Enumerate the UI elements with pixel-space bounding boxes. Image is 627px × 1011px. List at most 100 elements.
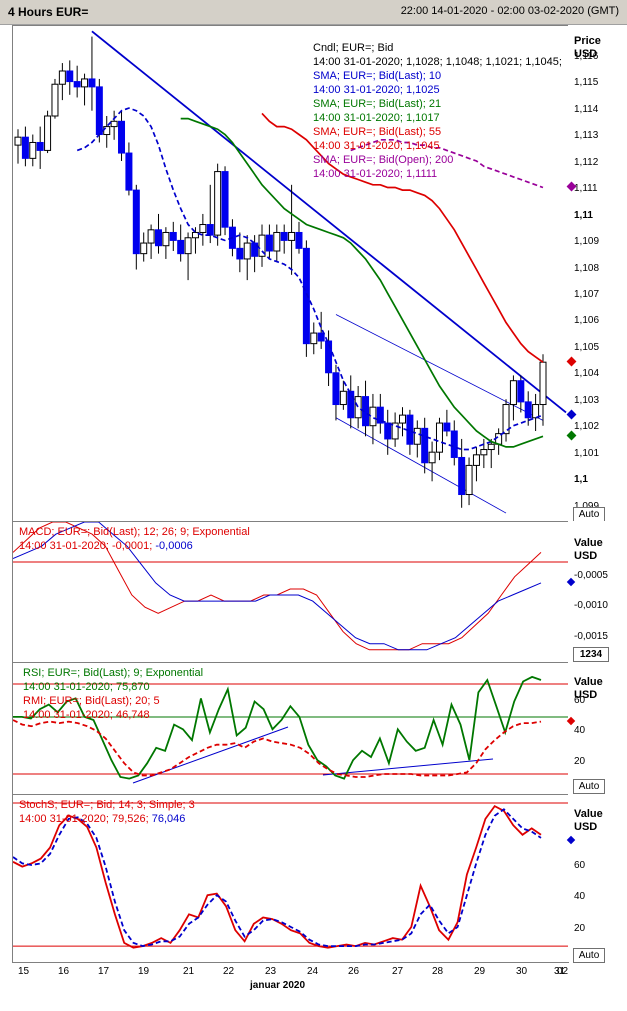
rsi-chart-svg[interactable] (13, 663, 568, 794)
macd-panel[interactable]: MACD; EUR=; Bid(Last); 12; 26; 9; Expone… (12, 521, 569, 663)
legend-line-9: 14:00 31-01-2020; 1,1111 (313, 168, 438, 180)
price-tick: 1,108 (574, 262, 600, 274)
time-tick: 17 (98, 966, 110, 977)
time-tick: 19 (138, 966, 150, 977)
rsi-legend-title: RSI; EUR=; Bid(Last); 9; Exponential (23, 667, 204, 679)
rsi-tick: 60 (574, 694, 586, 706)
channel-lower-line (335, 417, 507, 514)
candle-up (273, 231, 281, 252)
candle-down (66, 70, 74, 83)
price-tick: 1,105 (574, 341, 600, 353)
candle-down (169, 231, 177, 241)
candle-down (384, 422, 392, 440)
rsi-panel[interactable]: RSI; EUR=; Bid(Last); 9; Exponential 14:… (12, 662, 569, 795)
candle-up (243, 242, 251, 260)
price-tick: 1,107 (574, 289, 600, 300)
candle-up (413, 427, 421, 445)
macd-tick: -0,0010 (574, 600, 608, 612)
legend-line-0: Cndl; EUR=; Bid (313, 42, 394, 54)
price-tick: 1,111 (574, 183, 598, 195)
candle-up (487, 443, 495, 451)
legend-line-1: 14:00 31-01-2020; 1,1028; 1,1048; 1,1021… (313, 56, 562, 68)
stoch-d-value: 76,046 (151, 813, 186, 825)
rmi-line (13, 719, 542, 778)
time-tick: 27 (392, 966, 404, 977)
candle-up (214, 171, 222, 236)
rsi-axis[interactable]: Value USD 60 40 20 Auto (566, 662, 627, 794)
candle-down (517, 380, 525, 403)
candle-down (125, 152, 133, 191)
candle-up (532, 404, 540, 419)
candle-up (399, 414, 407, 424)
candle-down (154, 229, 162, 247)
price-tick: 1,112 (574, 156, 599, 168)
candle-up (147, 229, 155, 244)
price-tick: 1,113 (574, 130, 599, 142)
candle-up (162, 231, 170, 247)
price-axis[interactable]: Price USD 1,116 1,115 1,114 1,113 1,112 1,111 1… (566, 25, 627, 522)
price-chart-svg[interactable] (13, 26, 568, 521)
candle-down (458, 456, 466, 496)
price-tick: 1,099 (574, 501, 599, 512)
candle-up (51, 83, 59, 117)
candle-down (36, 141, 44, 151)
price-tick: 1,104 (574, 368, 600, 380)
candle-up (539, 361, 547, 406)
candle-up (354, 396, 362, 419)
stoch-chart-svg[interactable] (13, 795, 568, 962)
price-panel[interactable]: Cndl; EUR=; Bid 14:00 31-01-2020; 1,1028… (12, 25, 569, 522)
stoch-k-value: 14:00 31-01-2020; 79,526; (19, 813, 152, 825)
macd-scale-box[interactable]: 1234 (573, 647, 609, 662)
time-tick: 16 (58, 966, 70, 977)
macd-axis-title: Value USD (574, 537, 603, 562)
candle-up (428, 451, 436, 464)
stoch-axis[interactable]: Value USD 60 40 20 Auto (566, 794, 627, 963)
stoch-auto-scale-button[interactable]: Auto (573, 948, 605, 963)
candle-up (472, 454, 480, 466)
downtrend-line (91, 30, 567, 414)
price-axis-title: Price USD (574, 35, 601, 60)
candle-down (450, 430, 458, 458)
candle-down (236, 247, 244, 260)
rmi-end-marker (566, 716, 576, 726)
candle-up (258, 234, 266, 257)
candle-up (58, 70, 66, 85)
time-tick: 21 (183, 966, 195, 977)
legend-line-4: SMA; EUR=; Bid(Last); 21 (313, 98, 442, 110)
stoch-end-marker (566, 835, 576, 845)
candle-up (29, 141, 37, 159)
time-tick: 31 (554, 966, 566, 977)
time-axis[interactable]: 15 16 17 19 21 22 23 24 26 27 28 29 30 31 02 januar 20… (12, 962, 569, 1011)
macd-chart-svg[interactable] (13, 522, 568, 662)
candle-down (132, 189, 140, 255)
rsi-tick: 20 (574, 756, 586, 768)
month-label: januar 2020 (250, 980, 306, 991)
time-tick: 28 (432, 966, 444, 977)
sma-55-line (261, 112, 544, 363)
candle-down (221, 171, 229, 228)
time-tick: 02 (557, 966, 569, 977)
rsi-line (13, 675, 542, 780)
candle-up (44, 115, 52, 151)
chart-title: 4 Hours EUR= (8, 5, 89, 19)
candle-up (369, 406, 377, 427)
stoch-panel[interactable]: StochS; EUR=; Bid; 14; 3; Simple; 3 14:0… (12, 794, 569, 963)
stoch-k-line (13, 804, 542, 949)
candle-up (140, 242, 148, 255)
candle-up (184, 237, 192, 255)
price-tick: 1,1 (574, 474, 588, 486)
rsi-legend: RSI; EUR=; Bid(Last); 9; Exponential 14:… (23, 666, 203, 722)
price-tick: 1,114 (574, 103, 599, 115)
candle-up (509, 380, 517, 406)
candle-down (376, 406, 384, 424)
time-tick: 15 (18, 966, 30, 977)
price-tick: 1,116 (574, 50, 599, 62)
rmi-legend-value: 14:00 31-01-2020; 46,748 (23, 709, 150, 721)
auto-scale-button[interactable]: Auto (573, 507, 605, 522)
candle-down (177, 239, 185, 255)
rsi-auto-scale-button[interactable]: Auto (573, 779, 605, 794)
macd-axis[interactable]: Value USD -0,0005 -0,0010 -0,0015 1234 (566, 521, 627, 662)
sma-21-line (180, 117, 544, 448)
time-tick: 24 (307, 966, 319, 977)
candle-down (302, 247, 310, 345)
